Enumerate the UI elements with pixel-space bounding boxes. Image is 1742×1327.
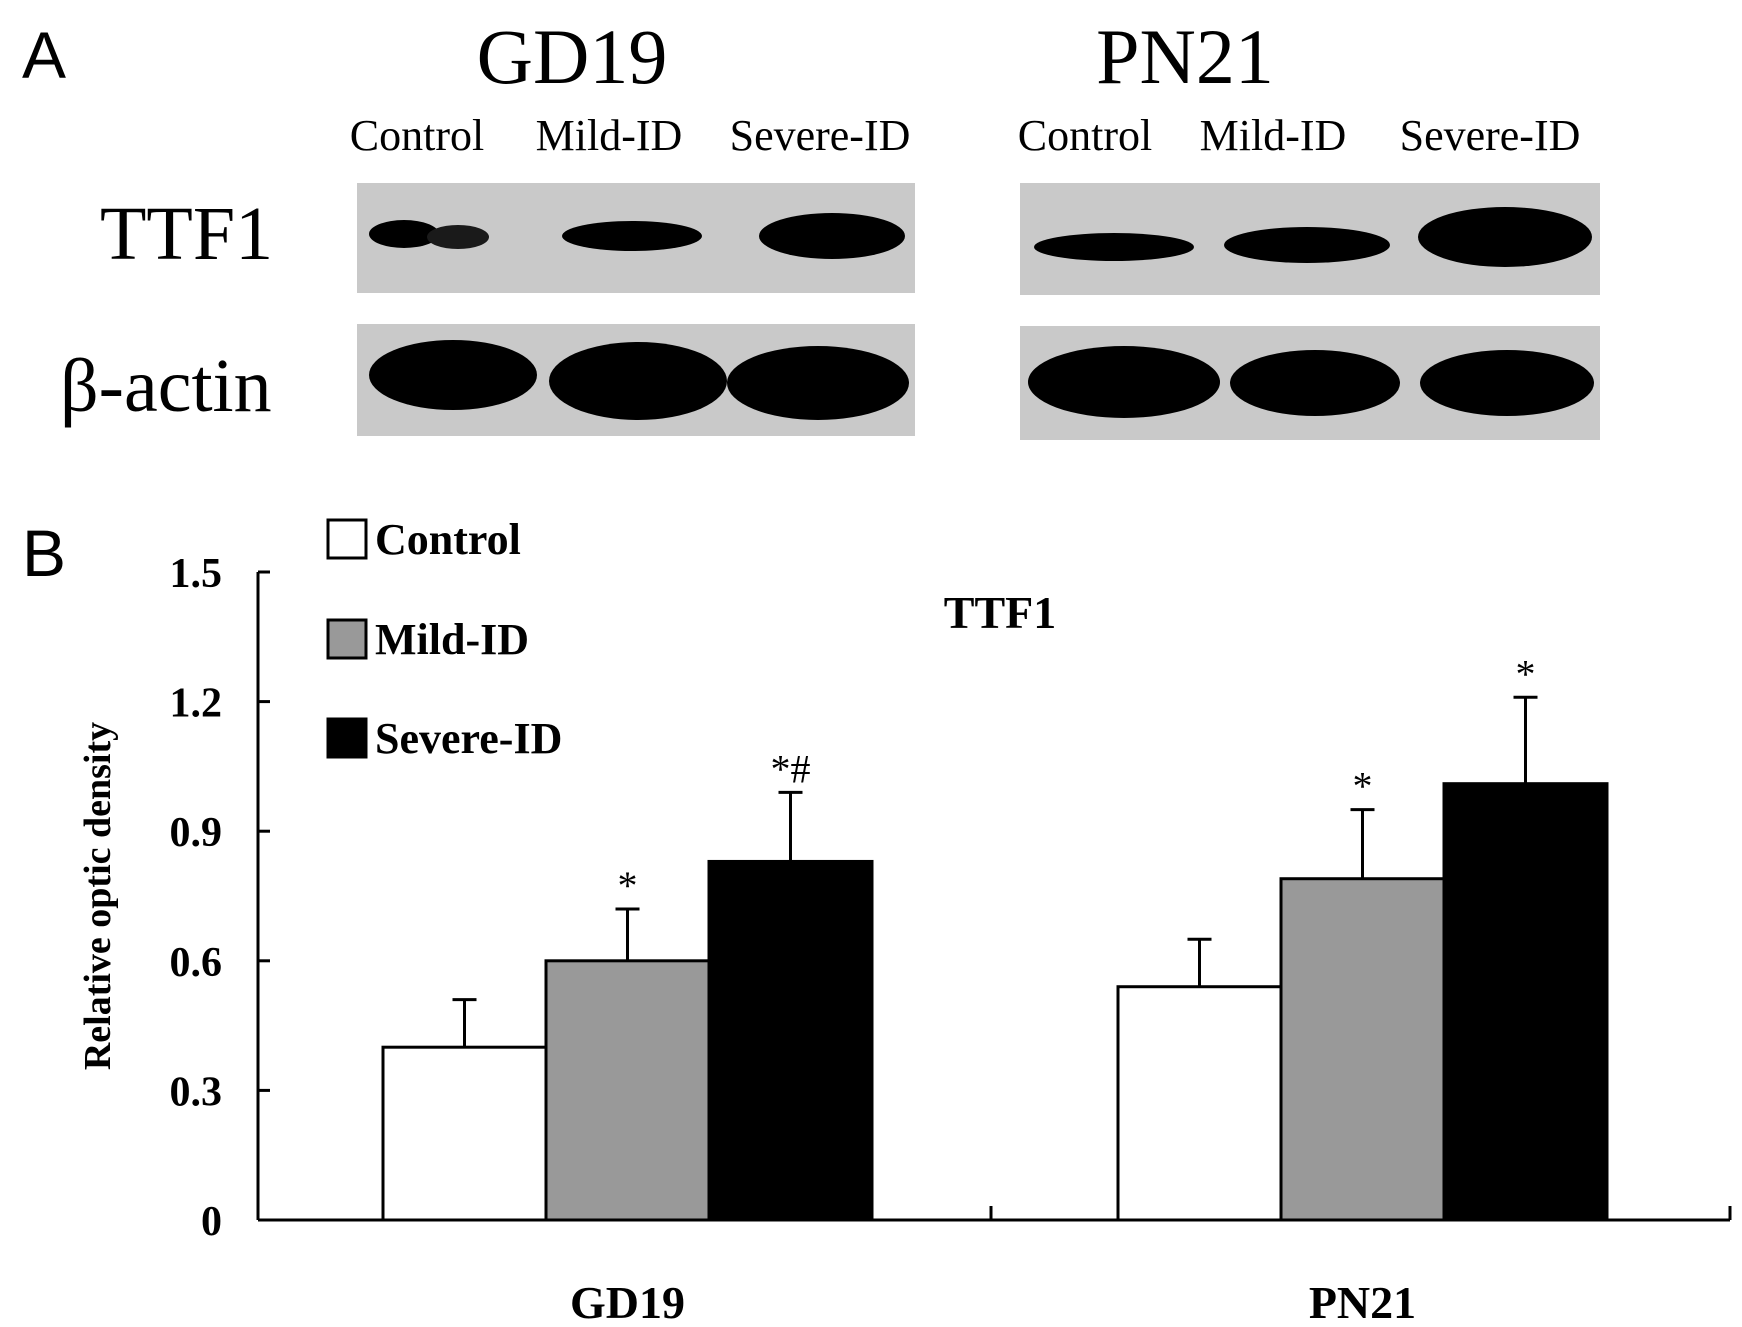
panel-b-letter: B xyxy=(22,516,67,590)
band xyxy=(1420,350,1594,416)
chart-title: TTF1 xyxy=(944,587,1056,638)
y-tick-label: 0.9 xyxy=(170,810,223,856)
band xyxy=(427,225,489,249)
blot-group-title-gd19: GD19 xyxy=(476,13,668,100)
significance-annotation: * xyxy=(1516,651,1536,696)
significance-annotation: * xyxy=(1353,764,1373,809)
bar-gd19-control xyxy=(381,1045,548,1222)
x-category-label: PN21 xyxy=(1309,1277,1416,1327)
band xyxy=(727,346,909,420)
blot-gd19-beta-actin xyxy=(357,324,915,436)
panel-a-letter: A xyxy=(22,18,67,92)
bar-pn21-mild-id xyxy=(1279,877,1446,1222)
y-tick-label: 0.3 xyxy=(170,1069,223,1115)
x-category-label: GD19 xyxy=(570,1277,685,1327)
legend-swatch-severe-id xyxy=(326,717,368,759)
significance-annotation: *# xyxy=(771,746,811,791)
y-tick-label: 0.6 xyxy=(170,940,223,986)
bar-pn21-severe-id xyxy=(1442,782,1609,1222)
blot-row-label-beta-actin: β-actin xyxy=(60,344,272,428)
lane-label-pn21-mild-id: Mild-ID xyxy=(1199,111,1347,160)
blot-group-title-pn21: PN21 xyxy=(1096,13,1274,100)
legend-swatch-mild-id xyxy=(326,618,368,660)
band xyxy=(369,340,537,410)
band xyxy=(759,213,905,259)
band xyxy=(1028,346,1220,418)
blot-pn21-beta-actin xyxy=(1020,326,1600,440)
lane-label-pn21-severe-id: Severe-ID xyxy=(1399,111,1581,160)
lane-label-pn21-control: Control xyxy=(1017,111,1153,160)
bar-gd19-mild-id xyxy=(544,959,711,1222)
legend-label: Severe-ID xyxy=(375,714,562,763)
band xyxy=(1230,350,1400,416)
bar-gd19-severe-id xyxy=(707,859,874,1222)
blot-row-label-ttf1: TTF1 xyxy=(100,192,274,276)
band xyxy=(1034,233,1194,261)
legend-swatch-control xyxy=(326,518,368,560)
lane-label-gd19-mild-id: Mild-ID xyxy=(535,111,683,160)
band xyxy=(562,221,702,251)
band xyxy=(1418,207,1592,267)
lane-label-gd19-control: Control xyxy=(349,111,485,160)
significance-annotation: * xyxy=(618,863,638,908)
bar-pn21-control xyxy=(1116,985,1283,1222)
blot-gd19-ttf1 xyxy=(357,183,915,293)
blot-pn21-ttf1 xyxy=(1020,183,1600,295)
legend-label: Control xyxy=(375,515,521,564)
y-tick-label: 1.5 xyxy=(170,551,223,597)
y-axis-label: Relative optic density xyxy=(77,722,119,1070)
lane-label-gd19-severe-id: Severe-ID xyxy=(729,111,911,160)
y-tick-label: 1.2 xyxy=(170,681,223,727)
legend-label: Mild-ID xyxy=(375,615,529,664)
band xyxy=(549,342,727,420)
band xyxy=(1224,227,1390,263)
y-tick-label: 0 xyxy=(201,1199,222,1245)
